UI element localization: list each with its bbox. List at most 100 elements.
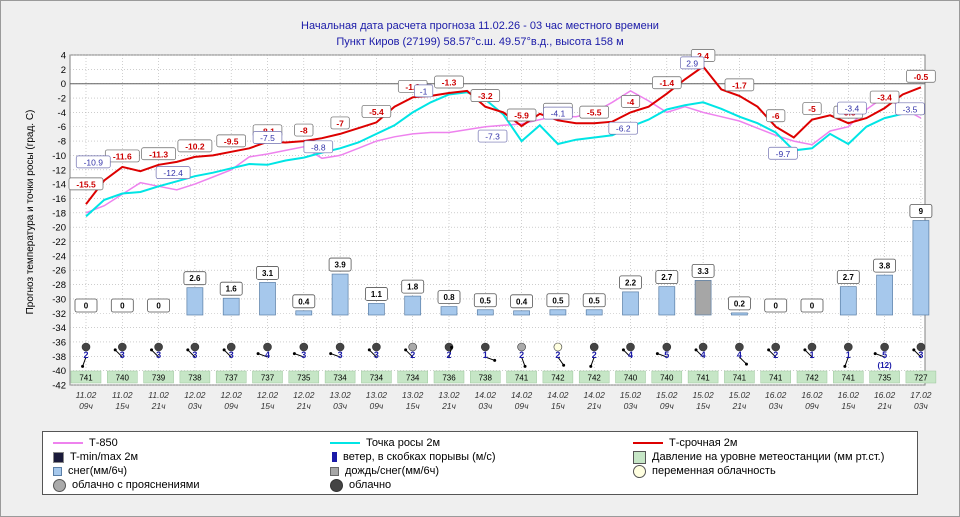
- precip-label: 2.2: [625, 278, 637, 287]
- wind-arrow-icon: [223, 349, 232, 358]
- x-tick-time: 03ч: [914, 401, 928, 411]
- pressure-box: [542, 370, 574, 384]
- cloud-overcast-icon: [626, 342, 635, 352]
- x-tick-date: 16.02: [874, 390, 896, 400]
- pressure-box: [361, 370, 392, 384]
- t2m-label: 2.4: [697, 51, 709, 61]
- wind-arrow-head-icon: [621, 348, 625, 352]
- pressure-label: 734: [370, 374, 384, 383]
- minmax-label-box: [608, 121, 638, 135]
- y-tick-label: -26: [52, 266, 66, 277]
- t2m-label: -4: [627, 97, 635, 107]
- pressure-label: 741: [515, 374, 529, 383]
- wind-speed-label: 1: [483, 350, 488, 360]
- legend-label: T-min/max 2м: [70, 451, 139, 464]
- minmax-label-box: [75, 155, 111, 169]
- x-tick-time: 03ч: [333, 401, 347, 411]
- wind-arrow-head-icon: [329, 352, 333, 356]
- legend-label: Давление на уровне метеостанции (мм рт.с…: [652, 451, 885, 464]
- t2m-label: -1.4: [659, 78, 674, 88]
- y-tick-label: -18: [52, 208, 66, 219]
- y-tick-label: -2: [58, 94, 66, 105]
- precip-bar: [513, 310, 530, 316]
- wind-arrow-head-icon: [523, 364, 527, 368]
- y-tick-label: -10: [52, 151, 66, 162]
- minmax-label-box: [477, 129, 508, 143]
- pressure-box: [215, 370, 247, 384]
- wind-speed-label: 3: [301, 350, 306, 360]
- y-tick-label: -30: [52, 294, 66, 305]
- precip-bar: [694, 280, 712, 316]
- precip-label-box: [364, 287, 388, 301]
- precip-label-box: [728, 296, 751, 311]
- y-tick-label: -36: [52, 337, 66, 348]
- y-tick-label: -38: [52, 352, 66, 363]
- x-tick-time: 15ч: [551, 401, 565, 411]
- wind-arrow-head-icon: [589, 364, 593, 368]
- minmax-label: 2.9: [686, 58, 698, 68]
- legend-item-variable: переменная облачность: [633, 464, 776, 478]
- pressure-box: [905, 370, 937, 384]
- pressure-box: [143, 370, 174, 384]
- wind-speed-label: 3: [156, 350, 161, 360]
- precip-label: 0.5: [552, 296, 564, 305]
- wind-arrow-icon: [257, 353, 268, 358]
- gray-circle-icon: [53, 478, 66, 492]
- pressure-label: 741: [769, 374, 783, 383]
- x-tick-time: 21ч: [586, 401, 601, 411]
- precip-label: 0: [773, 302, 778, 311]
- pressure-label: 727: [914, 374, 928, 383]
- t2m-label-box: [724, 78, 755, 92]
- precip-label-box: [292, 294, 316, 309]
- precip-label-box: [328, 257, 352, 272]
- wind-arrow-icon: [521, 356, 526, 367]
- pink-line-icon: [53, 442, 83, 445]
- gray-small-square-icon: [330, 466, 339, 476]
- x-tick-date: 13.02: [438, 390, 460, 400]
- precip-label: 0: [810, 302, 815, 311]
- pressure-label: 735: [297, 374, 311, 383]
- x-tick-date: 14.02: [584, 390, 606, 400]
- minmax-label: -7.5: [260, 133, 275, 143]
- x-tick-time: 09ч: [369, 401, 383, 411]
- wind-arrow-head-icon: [186, 348, 190, 352]
- forecast-chart: 420-2-4-6-8-10-12-14-16-18-20-22-24-26-2…: [52, 49, 937, 411]
- precip-bar: [912, 220, 930, 316]
- legend-label: дождь/снег(мм/6ч): [345, 465, 440, 478]
- x-tick-date: 14.02: [547, 390, 569, 400]
- precip-bar: [368, 303, 385, 316]
- pressure-label: 737: [225, 374, 239, 383]
- precip-label: 0.4: [298, 297, 310, 306]
- legend-item-t2m: Т-срочная 2м: [633, 436, 738, 450]
- pressure-label: 737: [261, 374, 275, 383]
- t2m-label-box: [68, 177, 104, 191]
- precip-bar: [404, 295, 422, 316]
- precip-label-box: [546, 293, 570, 308]
- wind-arrow-icon: [623, 349, 631, 358]
- minmax-label-box: [252, 131, 283, 144]
- wind-arrow-icon: [82, 356, 87, 367]
- minmax-label-box: [414, 84, 434, 98]
- x-tick-time: 03ч: [478, 401, 492, 411]
- precip-bar: [622, 291, 639, 316]
- t2m-label-box: [361, 105, 392, 118]
- t2m-label: -10.2: [185, 141, 205, 151]
- minmax-label-box: [895, 102, 925, 116]
- y-tick-label: 4: [61, 51, 66, 62]
- wind-speed-label: 2: [446, 350, 451, 360]
- pressure-box: [651, 370, 683, 384]
- cloud-overcast-icon: [589, 342, 599, 352]
- wind-speed-label: 5: [664, 350, 669, 360]
- x-tick-date: 14.02: [475, 390, 497, 400]
- pressure-label: 741: [733, 374, 747, 383]
- pressure-box: [470, 370, 501, 384]
- precip-label-box: [691, 263, 715, 278]
- cloud-overcast-icon: [299, 342, 309, 352]
- precip-bar: [876, 274, 893, 316]
- pressure-label: 740: [624, 374, 638, 383]
- wind-arrow-head-icon: [843, 364, 847, 368]
- wind-arrow-head-icon: [450, 345, 454, 349]
- series-t2m-line: [85, 65, 922, 205]
- precip-label-box: [219, 281, 243, 296]
- wind-arrow-icon: [330, 353, 341, 358]
